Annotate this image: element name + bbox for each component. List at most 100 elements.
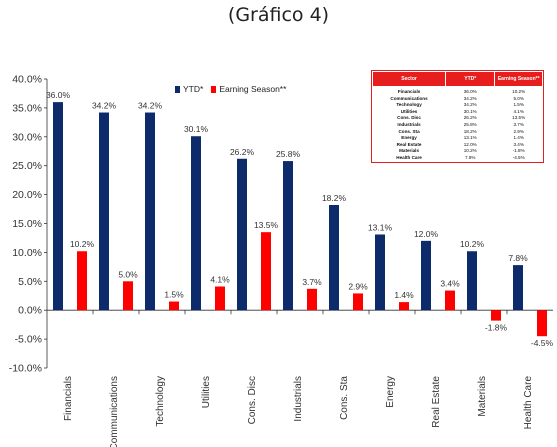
table-sector-cell: Real Estate <box>396 141 422 147</box>
table-value-cell: 36.0% <box>463 89 477 94</box>
bar-ytd <box>283 161 293 311</box>
data-label: -1.8% <box>485 323 508 333</box>
x-category-label: Financials <box>63 376 74 421</box>
data-label: 12.0% <box>414 229 439 239</box>
table-row: Communications 34.2% 5.0% <box>373 96 543 103</box>
x-category-label: Technology <box>155 376 166 427</box>
data-label: 25.8% <box>276 149 301 159</box>
table-sector-cell: Cons. Disc <box>397 115 421 121</box>
x-category-label: Utilities <box>201 376 212 408</box>
table-value-cell: 34.2% <box>463 95 477 101</box>
data-label: 10.2% <box>70 239 95 249</box>
table-value-cell: 1.4% <box>513 135 524 141</box>
table-value-cell: 13.1% <box>463 135 477 141</box>
legend-item: YTD* <box>175 84 203 94</box>
y-tick-label: 5.0% <box>18 276 42 288</box>
table-value-cell: 25.8% <box>463 121 477 127</box>
data-label: 3.7% <box>302 277 322 287</box>
bar-earning-season <box>169 301 179 311</box>
table-sector-cell: Materials <box>399 148 419 154</box>
data-label: 13.1% <box>368 222 393 232</box>
bar-ytd <box>53 102 63 311</box>
table-value-cell: 5.0% <box>513 95 524 101</box>
bar-earning-season <box>261 232 271 311</box>
table-row: Real Estate 12.0% 3.4% <box>373 142 543 149</box>
legend-swatch <box>211 86 217 93</box>
data-label: 3.4% <box>440 279 460 289</box>
table-sector-cell: Health Care <box>396 154 422 160</box>
table-value-cell: 3.4% <box>513 141 524 147</box>
bar-ytd <box>329 205 339 311</box>
table-header-cell: Sector <box>371 71 447 87</box>
bar-earning-season <box>353 293 363 311</box>
data-label: 13.5% <box>254 220 279 230</box>
y-tick-label: 20.0% <box>12 189 42 201</box>
data-label: 36.0% <box>46 90 71 100</box>
table-row: Energy 13.1% 1.4% <box>373 135 543 142</box>
x-category-label: Health Care <box>523 376 534 430</box>
table-value-cell: 7.8% <box>465 154 476 160</box>
table-sector-cell: Communications <box>390 95 428 101</box>
table-header-cell: Earning Season** <box>494 71 543 87</box>
table-value-cell: 1.5% <box>513 102 524 108</box>
x-category-label: Industrials <box>293 376 304 422</box>
table-sector-cell: Energy <box>401 135 417 141</box>
table-value-cell: 4.1% <box>513 108 524 114</box>
bar-earning-season <box>445 290 455 311</box>
legend-label: Earning Season** <box>219 84 287 94</box>
data-label: 26.2% <box>230 147 255 157</box>
y-tick-label: 40.0% <box>12 74 42 86</box>
data-label: 30.1% <box>184 124 209 134</box>
y-tick-label: -5.0% <box>15 334 42 346</box>
table-value-cell: 30.1% <box>463 108 477 114</box>
legend-swatch <box>175 86 180 93</box>
bar-ytd <box>99 112 109 311</box>
data-label: 2.9% <box>348 281 368 291</box>
data-label: 5.0% <box>118 269 138 279</box>
table-value-cell: 2.9% <box>513 128 524 134</box>
x-category-label: Materials <box>477 376 488 417</box>
table-row: Materials 10.2% -1.8% <box>373 148 543 155</box>
table-row: Utilities 30.1% 4.1% <box>373 109 543 116</box>
data-label: 1.5% <box>164 290 184 300</box>
bar-ytd <box>145 112 155 311</box>
table-value-cell: 3.7% <box>513 121 524 127</box>
table-row: Financials 36.0% 10.2% <box>373 87 543 96</box>
y-tick-label: 10.0% <box>12 247 42 259</box>
data-label: 1.4% <box>394 290 414 300</box>
x-category-label: Cons. Sta <box>339 376 350 420</box>
table-value-cell: 13.5% <box>512 115 526 121</box>
y-tick-label: 15.0% <box>12 218 42 230</box>
data-label: 34.2% <box>138 101 163 111</box>
legend-label: YTD* <box>183 84 204 94</box>
bar-ytd <box>191 136 201 311</box>
bar-earning-season <box>537 310 547 337</box>
data-label: -4.5% <box>531 338 554 348</box>
table-sector-cell: Technology <box>396 102 422 108</box>
table-value-cell: -1.8% <box>512 148 525 154</box>
y-tick-label: 35.0% <box>12 102 42 114</box>
data-label: 18.2% <box>322 193 347 203</box>
table-value-cell: 10.2% <box>463 148 477 154</box>
table-row: Health Care 7.8% -4.5% <box>373 155 543 162</box>
table-value-cell: 26.2% <box>463 115 477 121</box>
table-value-cell: 34.2% <box>463 102 477 108</box>
bar-ytd <box>467 251 477 311</box>
data-label: 4.1% <box>210 275 230 285</box>
bar-ytd <box>513 265 523 311</box>
x-category-label: Communications <box>109 376 120 447</box>
table-header-row: Sector YTD* Earning Season** <box>371 71 543 87</box>
table-sector-cell: Utilities <box>400 108 418 114</box>
table-sector-cell: Financials <box>397 89 421 94</box>
chart-heading: (Gráfico 4) <box>227 4 330 26</box>
table-value-cell: 10.2% <box>512 89 526 94</box>
y-tick-label: 0.0% <box>18 305 42 317</box>
chart-legend: YTD* Earning Season** <box>175 84 294 94</box>
table-row: Cons. Disc 26.2% 13.5% <box>373 115 543 122</box>
data-label: 34.2% <box>92 101 117 111</box>
data-label: 10.2% <box>460 239 485 249</box>
table-value-cell: 18.2% <box>463 128 477 134</box>
bar-ytd <box>375 234 385 311</box>
sector-returns-table: Sector YTD* Earning Season** Financials 36.… <box>371 70 544 163</box>
